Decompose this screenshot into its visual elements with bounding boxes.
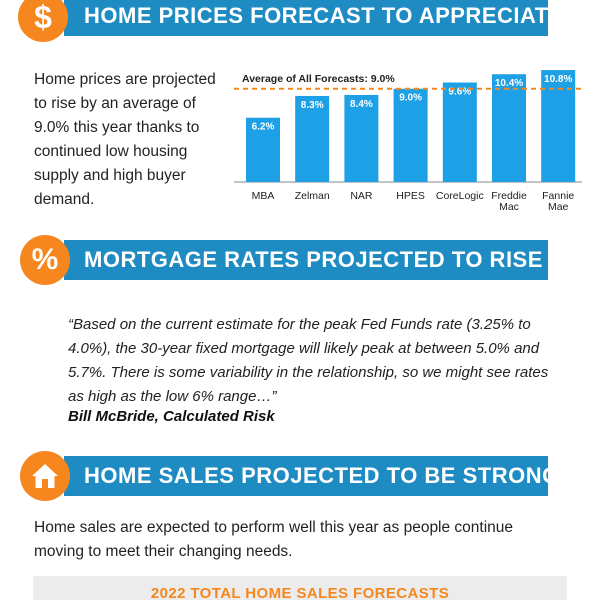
- x-tick-label: Freddie: [491, 190, 527, 202]
- section-title: MORTGAGE RATES PROJECTED TO RISE: [84, 247, 543, 272]
- bar-mba: [246, 117, 280, 182]
- x-tick-label: Mae: [548, 201, 569, 213]
- section-banner-home-sales: HOME SALES PROJECTED TO BE STRONG: [64, 456, 559, 496]
- section-banner-mortgage-rates: MORTGAGE RATES PROJECTED TO RISE: [64, 240, 548, 280]
- bar-value-label: 10.4%: [495, 78, 523, 89]
- x-tick-label: NAR: [350, 190, 373, 202]
- section-title: HOME SALES PROJECTED TO BE STRONG: [84, 463, 560, 488]
- x-tick-label: MBA: [252, 190, 275, 202]
- x-tick-label: Fannie: [542, 190, 574, 202]
- section-banner-home-prices: HOME PRICES FORECAST TO APPRECIATE: [64, 0, 563, 36]
- percent-icon: %: [20, 235, 70, 285]
- bar-zelman: [295, 95, 330, 182]
- bar-value-label: 6.2%: [252, 122, 275, 133]
- bar-hpes: [393, 88, 428, 182]
- bar-value-label: 8.3%: [301, 100, 324, 111]
- quote-attribution: Bill McBride, Calculated Risk: [68, 408, 275, 425]
- x-tick-label: Zelman: [295, 190, 330, 202]
- x-tick-label: HPES: [396, 190, 425, 202]
- sales-forecast-title: 2022 TOTAL HOME SALES FORECASTS: [150, 585, 450, 600]
- house-icon: [20, 451, 70, 501]
- dollar-sign-icon: $: [18, 0, 68, 42]
- bar-fannie-mae: [541, 70, 576, 182]
- bar-corelogic: [442, 82, 477, 182]
- bar-value-label: 9.0%: [399, 93, 422, 104]
- bar-value-label: 8.4%: [350, 99, 373, 110]
- home-sales-text: Home sales are expected to perform well …: [34, 519, 514, 560]
- section-title: HOME PRICES FORECAST TO APPRECIATE: [84, 3, 564, 28]
- x-tick-label: Mac: [499, 201, 519, 213]
- mortgage-quote: “Based on the current estimate for the p…: [68, 316, 549, 405]
- bar-nar: [344, 94, 379, 182]
- bar-value-label: 9.6%: [448, 87, 471, 98]
- bar-value-label: 10.8%: [544, 74, 572, 85]
- average-reference-label: Average of All Forecasts: 9.0%: [242, 73, 395, 85]
- sales-forecast-panel: 2022 TOTAL HOME SALES FORECASTS: [33, 576, 567, 600]
- bar-freddie-mac: [492, 74, 526, 182]
- home-price-forecast-chart: 6.2% MBA 8.3% Zelman 8.4% NAR 9.0% HPES 9.6% Core…: [234, 70, 582, 213]
- home-prices-intro: Home prices are projected to rise by an …: [34, 71, 216, 208]
- x-tick-label: CoreLogic: [436, 190, 484, 202]
